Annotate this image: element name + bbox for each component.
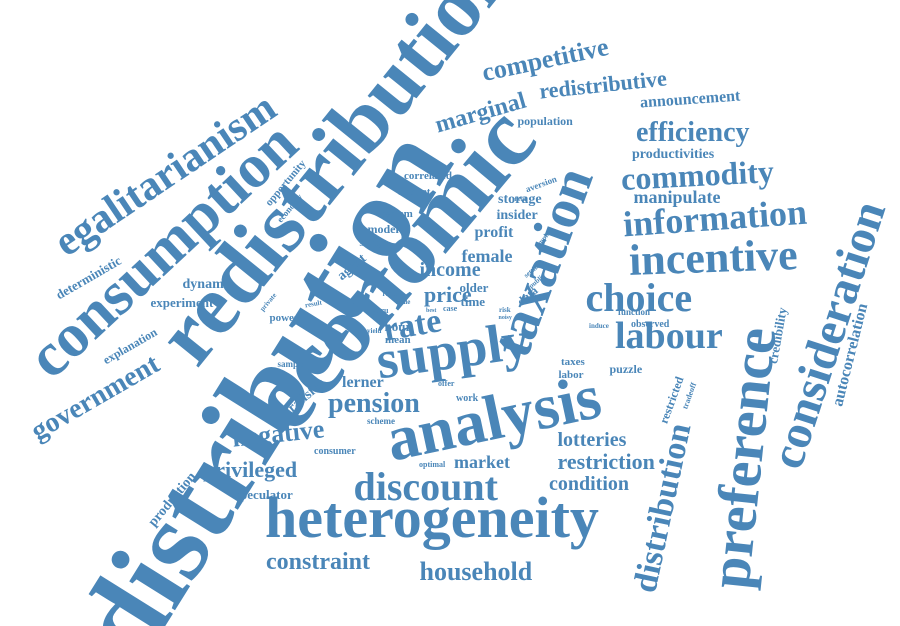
word-experiment: experiment [150, 294, 214, 310]
word-older: older [459, 279, 489, 295]
word-study: study [359, 238, 383, 249]
word-heterogeneity: heterogeneity [265, 485, 599, 550]
word-announcement: announcement [639, 87, 741, 112]
word-budget: budget [398, 185, 431, 198]
word-privileged: privileged [203, 457, 298, 482]
word-pension: pension [328, 388, 420, 419]
word-observed: observed [631, 319, 670, 330]
word-risk: risk [499, 305, 511, 314]
word-sample: sample [277, 358, 305, 369]
word-household: household [419, 557, 533, 586]
word-lerner: lerner [342, 374, 384, 391]
word-scale: scale [396, 297, 411, 306]
word-optimal: optimal [419, 460, 446, 469]
word-discount: discount [353, 464, 499, 509]
word-induce: induce [589, 321, 609, 330]
word-insider: insider [496, 208, 538, 223]
word-restricted: restricted [656, 374, 687, 426]
word-productivities: productivities [632, 147, 715, 162]
word-efficiency: efficiency [636, 117, 750, 148]
word-best: best [426, 308, 437, 314]
word-taxes: taxes [561, 355, 585, 368]
word-profit: profit [474, 224, 514, 241]
word-time: time [460, 293, 486, 309]
word-female: female [461, 246, 513, 266]
word-dynamic: dynamic [182, 277, 234, 292]
word-lotteries: lotteries [557, 429, 627, 451]
word-offer: offer [438, 379, 455, 388]
word-restriction: restriction [557, 449, 655, 474]
word-labour: labour [615, 315, 723, 357]
word-population: population [517, 114, 573, 128]
word-work: work [456, 393, 479, 404]
word-labor: labor [558, 368, 584, 381]
word-return: return [382, 289, 402, 298]
word-income: income [419, 259, 481, 281]
word-speculator: speculator [235, 486, 293, 502]
word-model: model [367, 222, 399, 236]
word-condition: condition [549, 473, 630, 495]
word-field: field [514, 197, 526, 203]
word-mean: mean [385, 333, 411, 346]
word-function: function [618, 306, 651, 317]
word-manipulate: manipulate [633, 187, 721, 207]
word-guru: guru [372, 306, 389, 315]
word-scheme: scheme [367, 415, 395, 426]
word-constraint: constraint [266, 549, 370, 575]
word-case: case [443, 304, 458, 313]
word-price: price [424, 282, 472, 307]
word-power: power [269, 311, 299, 324]
word-puzzle: puzzle [609, 362, 643, 376]
word-storage: storage [498, 192, 542, 207]
word-consumer: consumer [314, 446, 356, 457]
word-system: system [381, 207, 413, 220]
word-yield: yield [367, 326, 382, 335]
word-market: market [454, 452, 510, 472]
word-choice: choice [585, 275, 693, 320]
word-noisy: noisy [498, 315, 512, 321]
word-hour: hour [384, 318, 412, 334]
word-distribution-vertical: distribution [626, 419, 699, 596]
word-correlated: correlated [404, 169, 453, 182]
